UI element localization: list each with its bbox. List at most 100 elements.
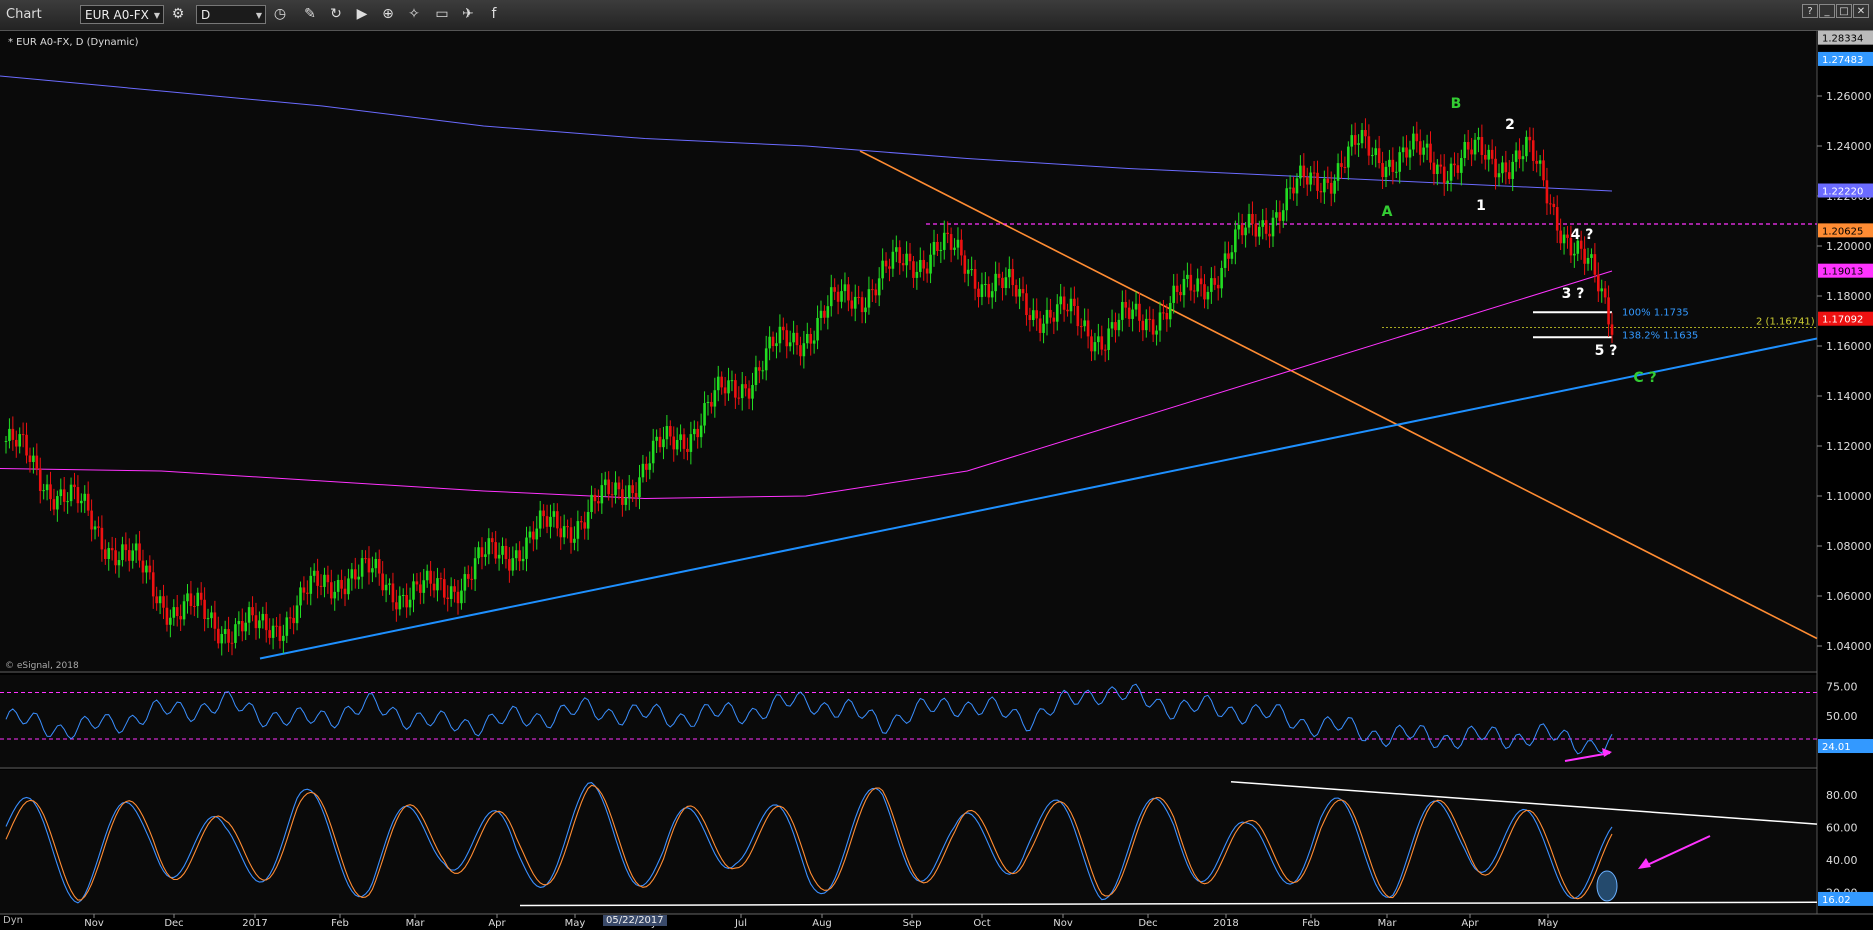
symbol-value: EUR A0-FX: [85, 8, 149, 22]
candle-body: [1220, 267, 1223, 289]
candle-body: [508, 559, 511, 571]
candle-body: [110, 548, 114, 551]
stoch-tick-label: 40.00: [1826, 854, 1858, 867]
price-label-bg: [1818, 223, 1873, 238]
candle-body: [391, 583, 395, 603]
candle-body: [1014, 285, 1018, 297]
stoch-tick-label: 60.00: [1826, 821, 1858, 834]
candle-body: [1141, 320, 1145, 331]
candle-body: [312, 570, 316, 576]
candle-body: [980, 284, 984, 298]
candle-body: [4, 441, 8, 442]
fib-label: 138.2% 1.1635: [1622, 330, 1698, 341]
toolbar: Chart EUR A0-FX ▼ ⚙ D ▼ ◷ ✎ ↻ ▶ ⊕ ✧ ▭ ✈ …: [0, 0, 1873, 31]
replay-icon[interactable]: ▶: [356, 6, 368, 22]
candle-body: [1285, 188, 1288, 211]
candle-body: [932, 241, 936, 255]
candle-body: [1545, 180, 1549, 204]
candle-body: [227, 629, 230, 643]
candle-body: [131, 550, 134, 561]
candle-body: [1590, 254, 1593, 258]
candle-body: [261, 613, 265, 621]
candle-body: [1168, 302, 1172, 320]
stoch-last-label: 16.02: [1822, 895, 1851, 906]
cursor-icon[interactable]: ⊕: [382, 6, 394, 22]
candle-body: [186, 593, 189, 602]
candle-body: [833, 287, 836, 292]
candle-body: [199, 592, 203, 600]
candle-body: [1456, 165, 1460, 173]
crosshair-date-label: 05/22/2017: [603, 915, 667, 926]
candle-body: [443, 579, 446, 598]
candle-body: [97, 526, 100, 528]
time-tick-label: Apr: [1461, 918, 1479, 929]
stoch-arrow: [1644, 835, 1711, 867]
stoch-lower-trendline: [519, 901, 1818, 907]
candle-body: [49, 484, 52, 500]
clock-icon[interactable]: ◷: [273, 6, 287, 22]
candle-body: [1121, 301, 1124, 320]
candle-body: [264, 613, 268, 631]
facebook-icon[interactable]: f: [491, 6, 497, 22]
price-tick-label: 1.06000: [1826, 590, 1872, 603]
candle-body: [1295, 178, 1299, 194]
candle-body: [25, 434, 28, 456]
candle-body: [1518, 150, 1521, 160]
candle-body: [552, 511, 556, 517]
candle-body: [809, 334, 813, 344]
candle-body: [658, 436, 662, 448]
candle-body: [1542, 160, 1545, 181]
symbol-field[interactable]: EUR A0-FX ▼: [80, 5, 164, 24]
candle-body: [1196, 278, 1199, 292]
candle-body: [1192, 290, 1196, 292]
candle-body: [918, 259, 922, 272]
candle-body: [864, 307, 867, 313]
candle-body: [278, 626, 282, 641]
copyright-text: © eSignal, 2018: [5, 661, 79, 671]
minimize-button[interactable]: _: [1819, 4, 1835, 18]
candle-body: [1340, 163, 1343, 167]
candle-body: [805, 334, 809, 344]
candle-body: [1216, 284, 1220, 289]
candle-body: [1490, 149, 1494, 159]
candle-body: [758, 367, 761, 371]
interval-field[interactable]: D ▼: [196, 5, 266, 24]
candle-body: [528, 531, 532, 538]
candle-body: [1487, 149, 1491, 160]
wave-label: B: [1451, 96, 1462, 112]
time-tick-label: Nov: [84, 918, 104, 929]
candle-body: [1097, 336, 1100, 343]
candle-body: [1412, 133, 1415, 150]
candle-body: [597, 501, 600, 504]
candle-body: [28, 455, 32, 463]
candle-body: [1442, 166, 1446, 184]
candle-body: [504, 545, 508, 560]
refresh-icon[interactable]: ↻: [330, 6, 342, 22]
candle-body: [412, 581, 415, 600]
candle-body: [1535, 160, 1538, 164]
help-button[interactable]: ?: [1802, 4, 1818, 18]
candle-body: [1384, 166, 1388, 178]
candle-body: [66, 501, 69, 503]
properties-icon[interactable]: ✧: [408, 6, 420, 22]
twitter-icon[interactable]: ✈: [462, 6, 474, 22]
candle-body: [764, 348, 768, 371]
candle-body: [302, 587, 306, 593]
close-button[interactable]: ✕: [1853, 4, 1869, 18]
link-icon[interactable]: ⚙: [171, 6, 185, 22]
candle-body: [326, 574, 330, 583]
candle-body: [600, 485, 604, 504]
time-tick-label: Apr: [488, 918, 506, 929]
candle-body: [1138, 303, 1141, 321]
candle-body: [686, 448, 689, 452]
price-tick-label: 1.14000: [1826, 390, 1872, 403]
candle-body: [771, 336, 775, 347]
candle-body: [1066, 309, 1069, 312]
candle-body: [432, 583, 436, 591]
candle-body: [665, 426, 669, 440]
maximize-button[interactable]: □: [1836, 4, 1852, 18]
pencil-icon[interactable]: ✎: [304, 6, 316, 22]
comment-icon[interactable]: ▭: [435, 6, 449, 22]
candle-body: [1244, 227, 1247, 236]
